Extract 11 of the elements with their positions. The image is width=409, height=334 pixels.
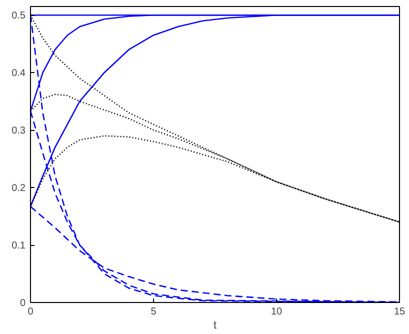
y-tick-label: 0.4 <box>12 68 26 80</box>
y-tick-label: 0.3 <box>12 126 26 137</box>
x-tick-label: 5 <box>150 306 157 318</box>
y-tick-label: 0 <box>20 298 26 309</box>
y-tick-label: 0.1 <box>12 240 26 252</box>
x-tick-label: 15 <box>394 306 406 318</box>
x-axis-title: t <box>213 320 217 332</box>
x-tick-label: 0 <box>28 306 34 318</box>
y-tick-label: 0.2 <box>12 183 26 194</box>
y-tick-label: 0.5 <box>12 10 26 22</box>
x-tick-label: 10 <box>270 306 282 318</box>
